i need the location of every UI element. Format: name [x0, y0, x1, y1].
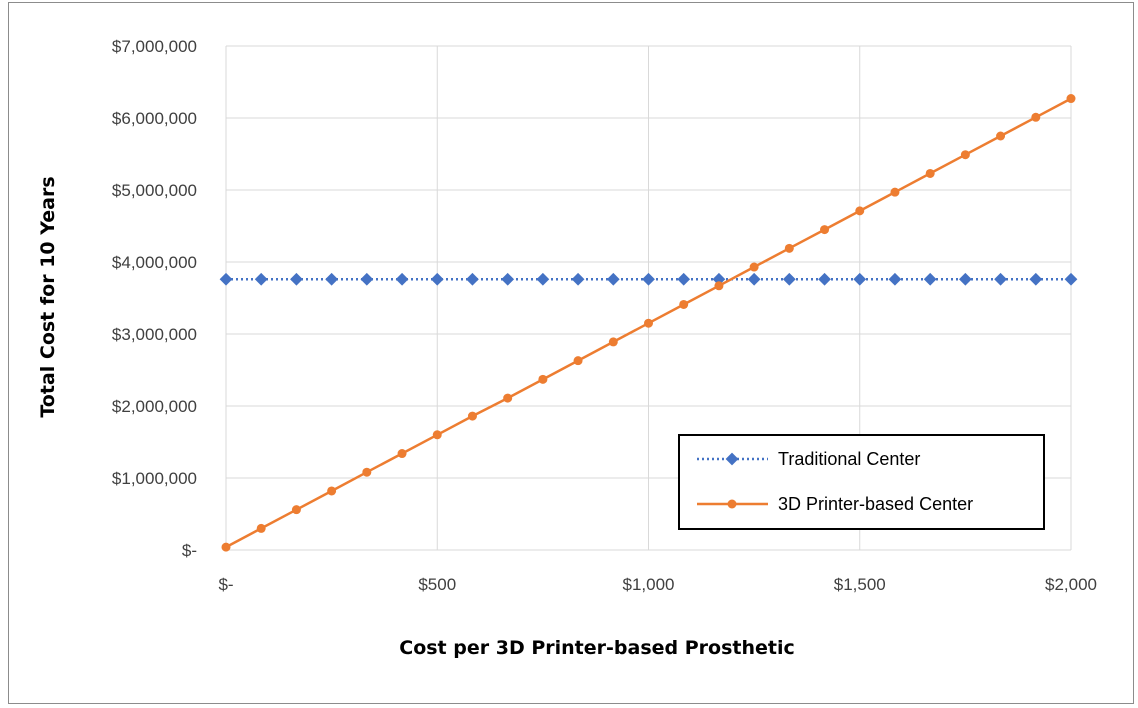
x-tick-label: $- — [218, 575, 233, 594]
x-tick-label: $2,000 — [1045, 575, 1097, 594]
data-point-diamond — [606, 272, 620, 286]
data-point-diamond — [782, 272, 796, 286]
data-point-circle — [960, 150, 970, 160]
data-point-diamond — [360, 272, 374, 286]
data-point-diamond — [536, 272, 550, 286]
data-point-diamond — [395, 272, 409, 286]
data-point-circle — [820, 225, 830, 235]
data-point-circle — [890, 187, 900, 197]
x-tick-label: $1,500 — [834, 575, 886, 594]
y-tick-label: $7,000,000 — [112, 37, 197, 56]
data-point-circle — [1031, 112, 1041, 122]
legend-label-traditional: Traditional Center — [778, 449, 920, 469]
data-point-diamond — [923, 272, 937, 286]
data-point-circle — [327, 486, 337, 496]
y-axis-title: Total Cost for 10 Years — [37, 176, 59, 417]
data-point-diamond — [254, 272, 268, 286]
data-point-circle — [1066, 94, 1076, 104]
data-point-circle — [256, 523, 266, 533]
y-tick-label: $4,000,000 — [112, 253, 197, 272]
legend-label-3d-printer: 3D Printer-based Center — [778, 494, 973, 514]
y-tick-label: $5,000,000 — [112, 181, 197, 200]
series-3d-printer-center — [221, 94, 1076, 552]
data-point-circle — [362, 467, 372, 477]
gridlines — [225, 45, 1072, 551]
data-point-circle — [432, 430, 442, 440]
data-point-circle — [291, 505, 301, 515]
data-point-circle — [996, 131, 1006, 141]
data-point-circle — [467, 411, 477, 421]
data-point-circle — [784, 243, 794, 253]
legend-marker-3d-printer — [727, 499, 737, 509]
data-point-diamond — [1029, 272, 1043, 286]
data-point-diamond — [959, 272, 972, 286]
y-tick-label: $3,000,000 — [112, 325, 197, 344]
data-point-circle — [679, 299, 689, 309]
data-point-diamond — [325, 272, 338, 286]
y-axis-ticks: $- $1,000,000 $2,000,000 $3,000,000 $4,000,0… — [112, 37, 197, 560]
legend-box — [678, 434, 1045, 530]
y-tick-label: $- — [182, 541, 197, 560]
x-axis-title: Cost per 3D Printer-based Prosthetic — [399, 637, 794, 659]
data-point-diamond — [818, 272, 831, 286]
data-point-circle — [855, 206, 865, 216]
data-point-diamond — [1064, 272, 1078, 286]
y-tick-label: $2,000,000 — [112, 397, 197, 416]
data-point-diamond — [571, 272, 585, 286]
data-point-circle — [644, 318, 653, 328]
legend: Traditional Center 3D Printer-based Cent… — [678, 434, 1045, 530]
y-tick-label: $6,000,000 — [112, 109, 197, 128]
legend-item-3d-printer: 3D Printer-based Center — [697, 494, 973, 514]
data-point-circle — [608, 337, 618, 347]
data-point-circle — [397, 449, 407, 459]
x-tick-label: $1,000 — [623, 575, 675, 594]
data-point-diamond — [290, 272, 303, 286]
data-point-diamond — [747, 272, 761, 286]
data-point-diamond — [466, 272, 479, 286]
data-point-circle — [538, 374, 548, 384]
chart-frame — [8, 2, 1134, 704]
data-point-circle — [221, 542, 231, 552]
data-point-diamond — [677, 272, 691, 286]
y-tick-label: $1,000,000 — [112, 469, 197, 488]
data-point-diamond — [430, 272, 444, 286]
series-traditional-center — [219, 272, 1078, 286]
data-point-diamond — [994, 272, 1007, 286]
data-point-circle — [749, 262, 759, 272]
x-axis-ticks: $- $500 $1,000 $1,500 $2,000 — [218, 575, 1097, 594]
data-point-diamond — [219, 272, 233, 286]
data-point-diamond — [642, 272, 655, 286]
data-point-diamond — [888, 272, 902, 286]
data-point-circle — [925, 168, 935, 178]
x-tick-label: $500 — [418, 575, 456, 594]
data-point-diamond — [501, 272, 515, 286]
data-point-circle — [714, 281, 724, 291]
data-point-diamond — [853, 272, 867, 286]
data-point-circle — [503, 393, 513, 403]
data-point-circle — [573, 356, 583, 366]
